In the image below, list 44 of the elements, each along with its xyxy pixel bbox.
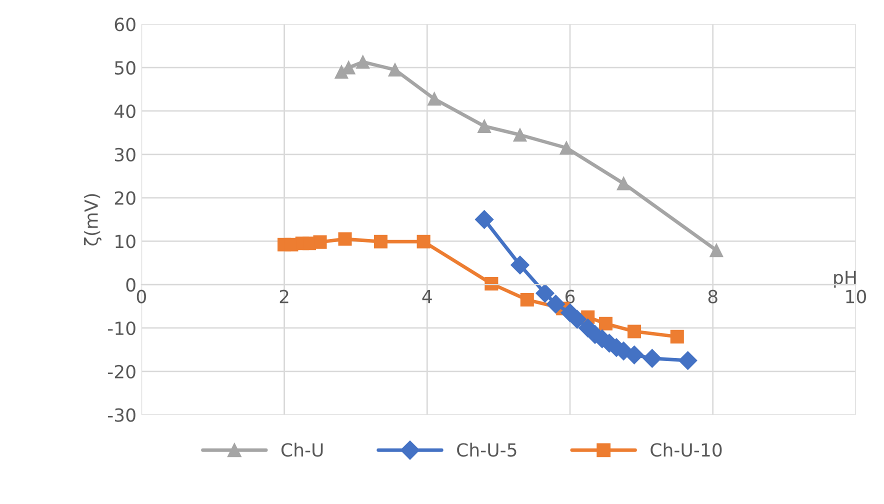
point: [510, 256, 530, 274]
point: [416, 234, 430, 248]
y-tick-label: 20: [114, 191, 136, 205]
y-tick-label: 30: [114, 148, 136, 162]
point: [642, 349, 662, 368]
point: [678, 351, 698, 370]
legend-label: Ch-U-10: [650, 442, 722, 457]
x-tick-label: 2: [280, 290, 288, 304]
point: [338, 232, 352, 246]
point: [628, 324, 642, 338]
point: [670, 330, 684, 344]
point: [560, 141, 574, 155]
point: [484, 276, 498, 290]
y-tick-label: -30: [108, 408, 136, 422]
point: [374, 234, 388, 248]
y-tick-label: 40: [114, 104, 136, 118]
point: [520, 293, 534, 307]
point: [474, 210, 494, 229]
y-tick-label: 60: [114, 18, 136, 32]
point: [546, 294, 566, 314]
x-tick-label: 0: [136, 290, 146, 304]
y-axis-title: ζ(mV): [84, 194, 102, 246]
point: [513, 128, 527, 142]
point: [388, 62, 402, 77]
y-tick-label: 0: [126, 278, 136, 292]
x-tick-label: 4: [422, 290, 432, 304]
x-tick-label: 10: [846, 290, 866, 304]
legend-label: Ch-U-5: [457, 442, 516, 457]
point: [598, 316, 612, 330]
y-tick-label: -20: [108, 364, 136, 379]
point: [536, 284, 554, 303]
legend-label: Ch-U: [281, 442, 323, 457]
point: [356, 55, 370, 69]
x-tick-label: 6: [566, 290, 575, 304]
point: [616, 176, 630, 190]
point: [428, 92, 442, 106]
y-tick-label: -10: [108, 321, 136, 336]
x-tick-label: 8: [708, 290, 718, 304]
point: [478, 119, 492, 133]
y-tick-label: 50: [114, 61, 136, 75]
y-tick-label: 10: [116, 234, 136, 248]
point: [710, 244, 724, 258]
x-axis-title: pH: [834, 270, 856, 288]
point: [313, 235, 327, 249]
